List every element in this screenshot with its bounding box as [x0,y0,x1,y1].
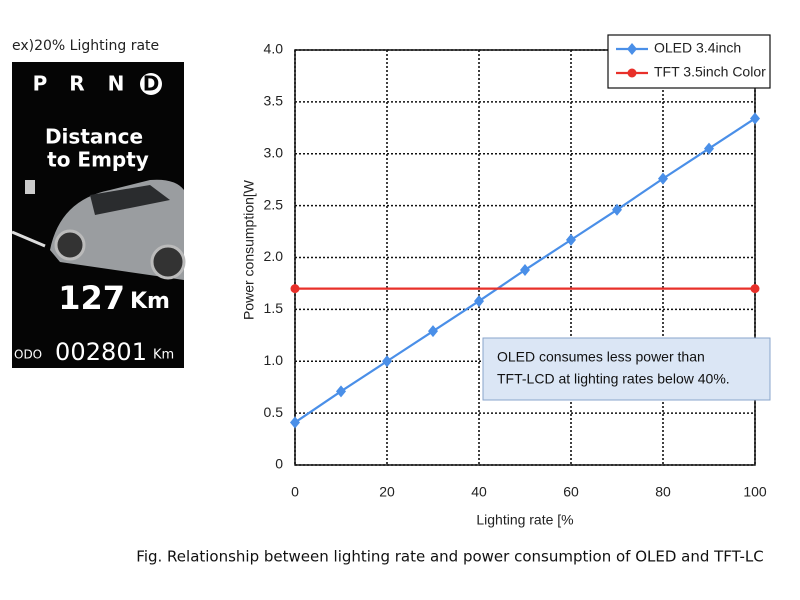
marker [612,203,622,216]
y-tick-label: 1.5 [264,300,284,316]
marker [382,355,392,368]
dashboard-label: ex)20% Lighting rate [12,38,159,54]
odo-value: 002801 [55,338,147,366]
legend-box [607,34,771,89]
marker [428,325,438,338]
car-wheel [150,244,186,280]
gear-highlight [140,73,162,95]
marker [658,172,668,185]
y-tick-label: 3.0 [264,144,284,160]
y-tick-label: 2.5 [264,196,284,212]
marker [290,284,300,294]
marker [704,142,714,155]
dashboard-heading: to Empty [47,148,149,172]
car-wheel [54,229,86,261]
marker [627,68,637,78]
distance: 127 [58,279,125,317]
dashboard-heading: Distance [45,125,143,149]
legend-label: TFT 3.5inch Color [654,64,766,80]
x-axis-label: Lighting rate [% [476,512,573,528]
x-tick-label: 0 [291,484,299,500]
x-tick-label: 100 [743,484,767,500]
car-window [90,185,170,215]
marker [750,284,760,294]
car-image [50,179,184,280]
x-tick-label: 80 [655,484,671,500]
gear: D [143,72,160,96]
y-tick-label: 4.0 [264,41,284,57]
annotation: TFT-LCD at lighting rates below 40%. [497,371,730,387]
odo-label: ODO [14,348,42,362]
y-tick-label: 0 [275,456,283,472]
legend-label: OLED 3.4inch [654,40,741,56]
fuel-icon [25,180,35,194]
gear: N [108,72,125,96]
marker [566,233,576,246]
annotation: OLED consumes less power than [497,349,705,365]
x-tick-label: 40 [471,484,487,500]
road-line [11,230,46,248]
plot-frame [294,49,756,466]
marker [520,263,530,276]
marker [474,295,484,308]
marker [336,385,346,398]
y-tick-label: 3.5 [264,93,284,109]
distance-unit: Km [130,289,170,314]
y-tick-label: 0.5 [264,404,284,420]
y-tick-label: 1.0 [264,352,284,368]
y-tick-label: 2.0 [264,248,284,264]
gear: P [33,72,48,96]
marker [750,112,760,125]
x-tick-label: 60 [563,484,579,500]
y-axis-label: Power consumption[W [241,179,257,320]
odo-unit: Km [153,348,174,363]
caption: Fig. Relationship between lighting rate … [136,548,763,566]
marker [290,416,300,429]
marker [627,43,637,55]
x-tick-label: 20 [379,484,395,500]
annotation-box [482,337,771,401]
gear: R [69,72,84,96]
